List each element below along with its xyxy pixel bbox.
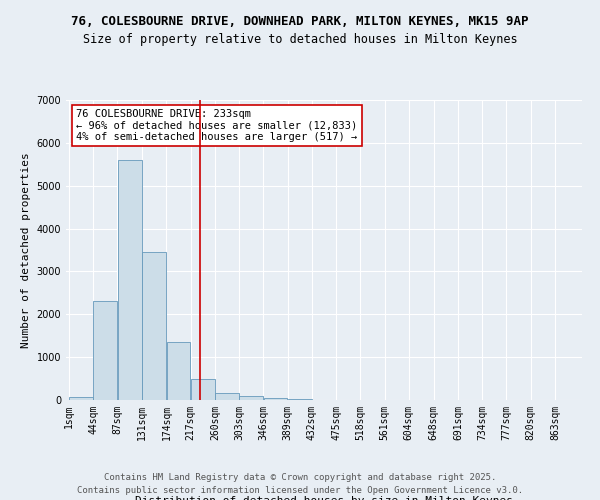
Bar bbox=[167, 342, 190, 400]
Bar bbox=[215, 392, 239, 400]
Text: Contains public sector information licensed under the Open Government Licence v3: Contains public sector information licen… bbox=[77, 486, 523, 495]
Bar bbox=[118, 160, 142, 400]
Y-axis label: Number of detached properties: Number of detached properties bbox=[21, 152, 31, 348]
Bar bbox=[239, 396, 263, 400]
Bar bbox=[263, 398, 287, 400]
Bar bbox=[191, 378, 215, 400]
Bar bbox=[94, 302, 117, 400]
Text: 76 COLESBOURNE DRIVE: 233sqm
← 96% of detached houses are smaller (12,833)
4% of: 76 COLESBOURNE DRIVE: 233sqm ← 96% of de… bbox=[76, 109, 358, 142]
X-axis label: Distribution of detached houses by size in Milton Keynes: Distribution of detached houses by size … bbox=[135, 496, 513, 500]
Text: Contains HM Land Registry data © Crown copyright and database right 2025.: Contains HM Land Registry data © Crown c… bbox=[104, 474, 496, 482]
Text: 76, COLESBOURNE DRIVE, DOWNHEAD PARK, MILTON KEYNES, MK15 9AP: 76, COLESBOURNE DRIVE, DOWNHEAD PARK, MI… bbox=[71, 15, 529, 28]
Bar bbox=[288, 398, 311, 400]
Text: Size of property relative to detached houses in Milton Keynes: Size of property relative to detached ho… bbox=[83, 32, 517, 46]
Bar bbox=[69, 396, 93, 400]
Bar bbox=[142, 252, 166, 400]
